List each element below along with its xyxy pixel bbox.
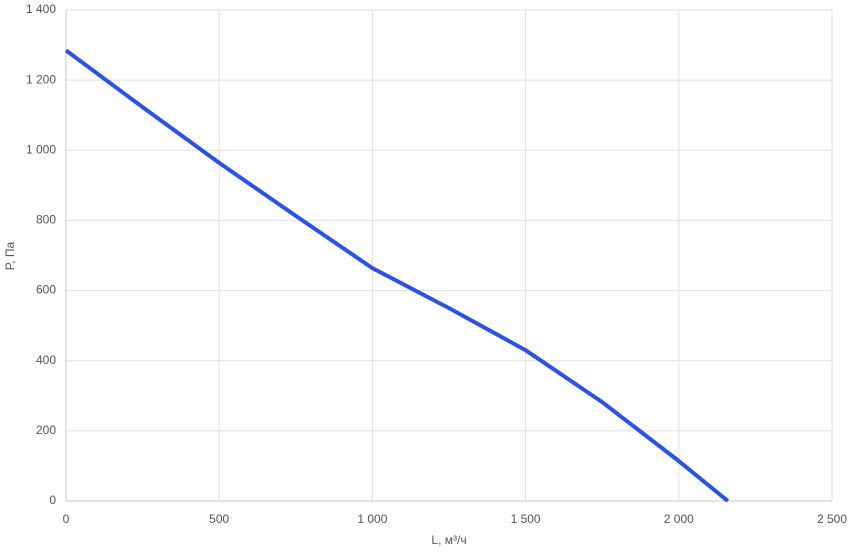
y-tick-label: 0 xyxy=(49,493,56,507)
y-tick-label: 1 000 xyxy=(26,142,56,156)
x-tick-label: 1 000 xyxy=(357,512,387,526)
x-axis-title: L, м³/ч xyxy=(431,533,466,547)
x-tick-label: 2 000 xyxy=(664,512,694,526)
y-tick-label: 400 xyxy=(36,353,56,367)
y-tick-label: 1 200 xyxy=(26,72,56,86)
y-axis-title: P, Па xyxy=(3,241,17,270)
x-tick-label: 1 500 xyxy=(511,512,541,526)
x-tick-label: 2 500 xyxy=(817,512,847,526)
y-tick-label: 600 xyxy=(36,283,56,297)
x-tick-label: 500 xyxy=(209,512,229,526)
y-tick-label: 800 xyxy=(36,213,56,227)
y-tick-label: 1 400 xyxy=(26,2,56,16)
y-tick-label: 200 xyxy=(36,423,56,437)
line xyxy=(64,48,730,503)
x-tick-label: 0 xyxy=(63,512,70,526)
